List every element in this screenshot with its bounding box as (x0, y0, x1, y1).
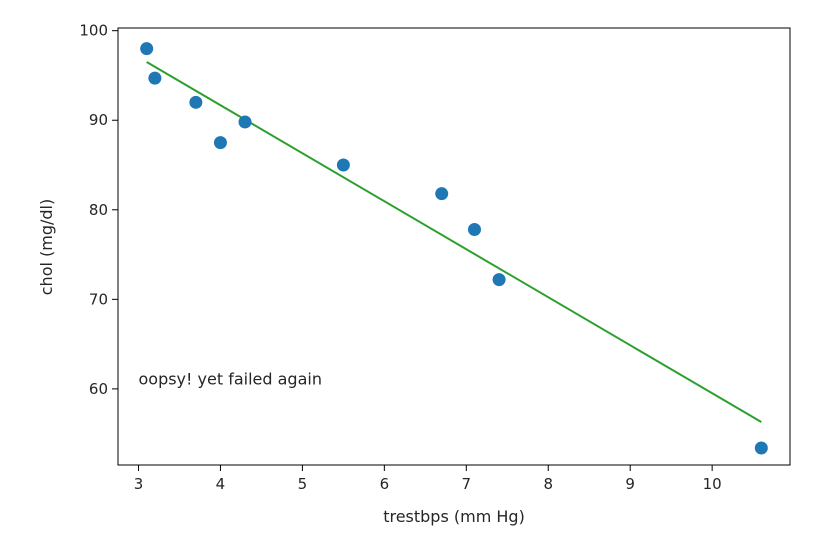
x-tick-label: 8 (543, 475, 553, 493)
y-tick-label: 60 (89, 380, 108, 398)
scatter-point (189, 95, 203, 109)
y-tick-label: 100 (79, 22, 108, 40)
chart-annotation: oopsy! yet failed again (138, 369, 321, 388)
y-tick-label: 90 (89, 111, 108, 129)
scatter-points (140, 42, 768, 455)
plot-frame (117, 27, 791, 466)
x-tick-label: 10 (703, 475, 722, 493)
y-tick-label: 70 (89, 290, 108, 308)
scatter-point (238, 115, 252, 129)
x-tick-label: 4 (216, 475, 226, 493)
x-axis-label: trestbps (mm Hg) (383, 507, 525, 526)
scatter-point (467, 222, 481, 236)
x-tick-label: 3 (134, 475, 144, 493)
scatter-point (492, 273, 506, 287)
scatter-point (213, 136, 227, 150)
scatter-point (754, 441, 768, 455)
x-tick-label: 5 (298, 475, 308, 493)
scatter-point (140, 42, 154, 56)
y-axis-label: chol (mg/dl) (37, 199, 56, 295)
scatter-point (336, 158, 350, 172)
y-axis-ticks: 60 70 80 90 100 (79, 22, 118, 398)
x-axis-ticks: 3 4 5 6 7 8 9 10 (134, 465, 722, 493)
scatter-point (435, 187, 449, 201)
scatter-point (148, 71, 162, 85)
x-tick-label: 9 (625, 475, 635, 493)
x-tick-label: 6 (380, 475, 390, 493)
y-tick-label: 80 (89, 201, 108, 219)
plot-area (118, 28, 790, 465)
x-tick-label: 7 (462, 475, 472, 493)
